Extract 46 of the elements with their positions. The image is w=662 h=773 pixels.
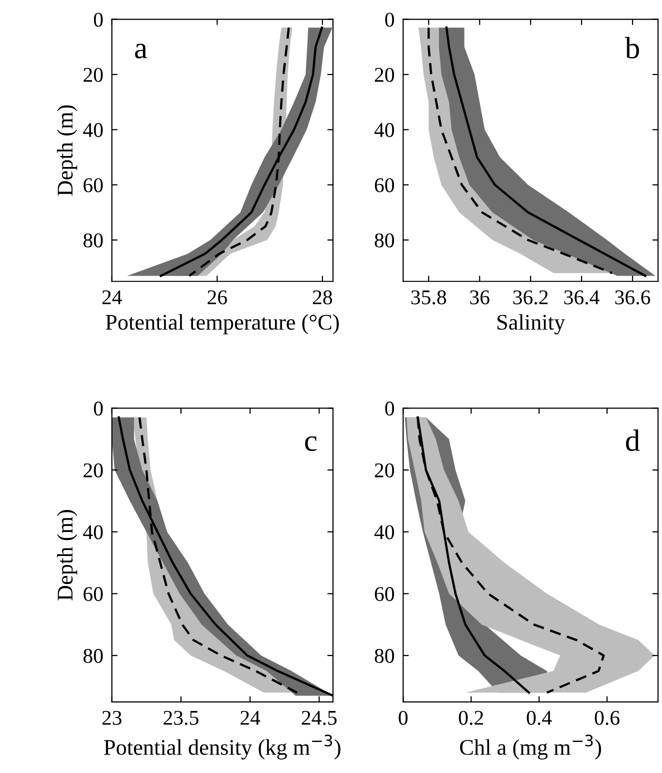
y-tick-label: 60 [84,178,103,192]
y-tick-label: 60 [374,587,394,602]
x-axis-title: Chl a (mg m$^{−3}$) [460,734,602,760]
x-tick-label: 24.5 [302,710,337,725]
x-tick-label: 24 [102,290,122,304]
y-tick-label: 80 [84,648,103,663]
y-tick-label: 0 [385,402,394,416]
y-tick-label: 80 [84,233,103,248]
y-tick-label: 40 [374,123,394,138]
x-tick-label: 24 [240,710,260,725]
annotation: c [305,436,317,452]
y-tick-label: 80 [374,648,394,663]
x-tick-label: 0.4 [526,710,552,725]
y-tick-label: 20 [374,463,394,478]
x-tick-label: 0.2 [458,710,483,725]
x-tick-label: 23.5 [164,710,198,725]
x-axis-title: Potential temperature (°C) [106,314,339,334]
y-tick-label: 20 [84,68,103,82]
y-tick-label: 40 [374,525,394,540]
x-tick-label: 36 [470,290,490,304]
annotation: b [624,36,640,58]
y-axis-title: Depth (m) [57,105,78,196]
y-tick-label: 0 [94,402,103,416]
x-tick-label: 36.6 [615,290,650,304]
y-tick-label: 40 [83,123,103,138]
y-axis-title: Depth (m) [57,510,78,600]
x-tick-label: 28 [312,290,332,304]
x-tick-label: 26 [208,290,227,304]
x-tick-label: 36.2 [513,290,548,304]
annotation: a [135,44,148,58]
x-tick-label: 36.4 [564,290,600,304]
y-tick-label: 0 [94,12,103,27]
x-tick-label: 35.8 [411,290,446,304]
y-tick-label: 20 [84,463,103,478]
y-tick-label: 60 [374,178,394,192]
x-tick-label: 0 [398,710,408,725]
y-tick-label: 60 [84,587,103,602]
y-tick-label: 40 [83,525,103,540]
y-tick-label: 0 [385,12,394,27]
x-axis-title: Potential density (kg m$^{−3}$) [104,734,340,760]
annotation: d [626,430,640,452]
x-axis-title: Salinity [498,314,566,334]
x-tick-label: 0.6 [594,710,620,725]
x-tick-label: 23 [102,710,122,725]
y-tick-label: 20 [374,68,394,82]
y-tick-label: 80 [374,233,394,248]
